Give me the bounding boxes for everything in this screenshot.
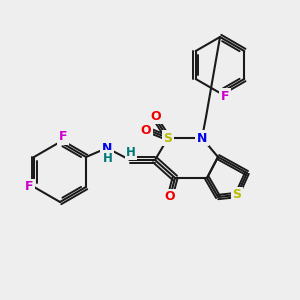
Text: O: O	[141, 124, 151, 136]
Text: O: O	[151, 110, 161, 122]
Text: N: N	[102, 142, 112, 154]
Text: N: N	[197, 131, 207, 145]
Text: F: F	[221, 89, 229, 103]
Text: F: F	[59, 130, 67, 143]
Text: F: F	[25, 181, 33, 194]
Text: S: S	[232, 188, 242, 202]
Text: S: S	[164, 131, 172, 145]
Text: H: H	[103, 152, 113, 164]
Text: H: H	[126, 146, 136, 158]
Text: O: O	[165, 190, 175, 203]
